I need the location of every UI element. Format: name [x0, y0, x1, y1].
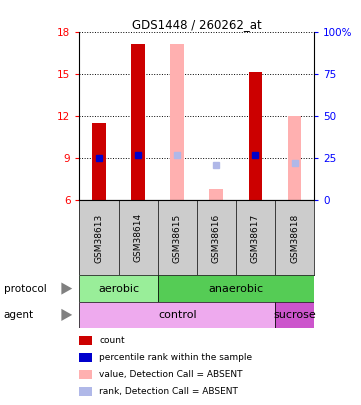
Title: GDS1448 / 260262_at: GDS1448 / 260262_at [132, 18, 262, 31]
Text: GSM38616: GSM38616 [212, 213, 221, 262]
Text: percentile rank within the sample: percentile rank within the sample [99, 353, 252, 362]
Bar [275, 302, 314, 328]
Text: protocol: protocol [4, 284, 46, 294]
Text: rank, Detection Call = ABSENT: rank, Detection Call = ABSENT [99, 387, 238, 396]
Text: anaerobic: anaerobic [208, 284, 264, 294]
Bar [131, 44, 145, 200]
Text: GSM38618: GSM38618 [290, 213, 299, 262]
Text: GSM38617: GSM38617 [251, 213, 260, 262]
Bar [288, 117, 301, 200]
Text: count: count [99, 336, 125, 345]
Bar [249, 72, 262, 200]
Text: GSM38614: GSM38614 [134, 213, 143, 262]
Text: GSM38615: GSM38615 [173, 213, 182, 262]
Text: control: control [158, 310, 196, 320]
Bar [170, 44, 184, 200]
Bar [209, 189, 223, 200]
Text: aerobic: aerobic [98, 284, 139, 294]
Text: value, Detection Call = ABSENT: value, Detection Call = ABSENT [99, 370, 243, 379]
Text: sucrose: sucrose [273, 310, 316, 320]
Bar [92, 124, 106, 200]
Text: GSM38613: GSM38613 [95, 213, 104, 262]
Text: agent: agent [4, 310, 34, 320]
Bar [79, 302, 275, 328]
Bar [79, 275, 158, 302]
Bar [158, 275, 314, 302]
